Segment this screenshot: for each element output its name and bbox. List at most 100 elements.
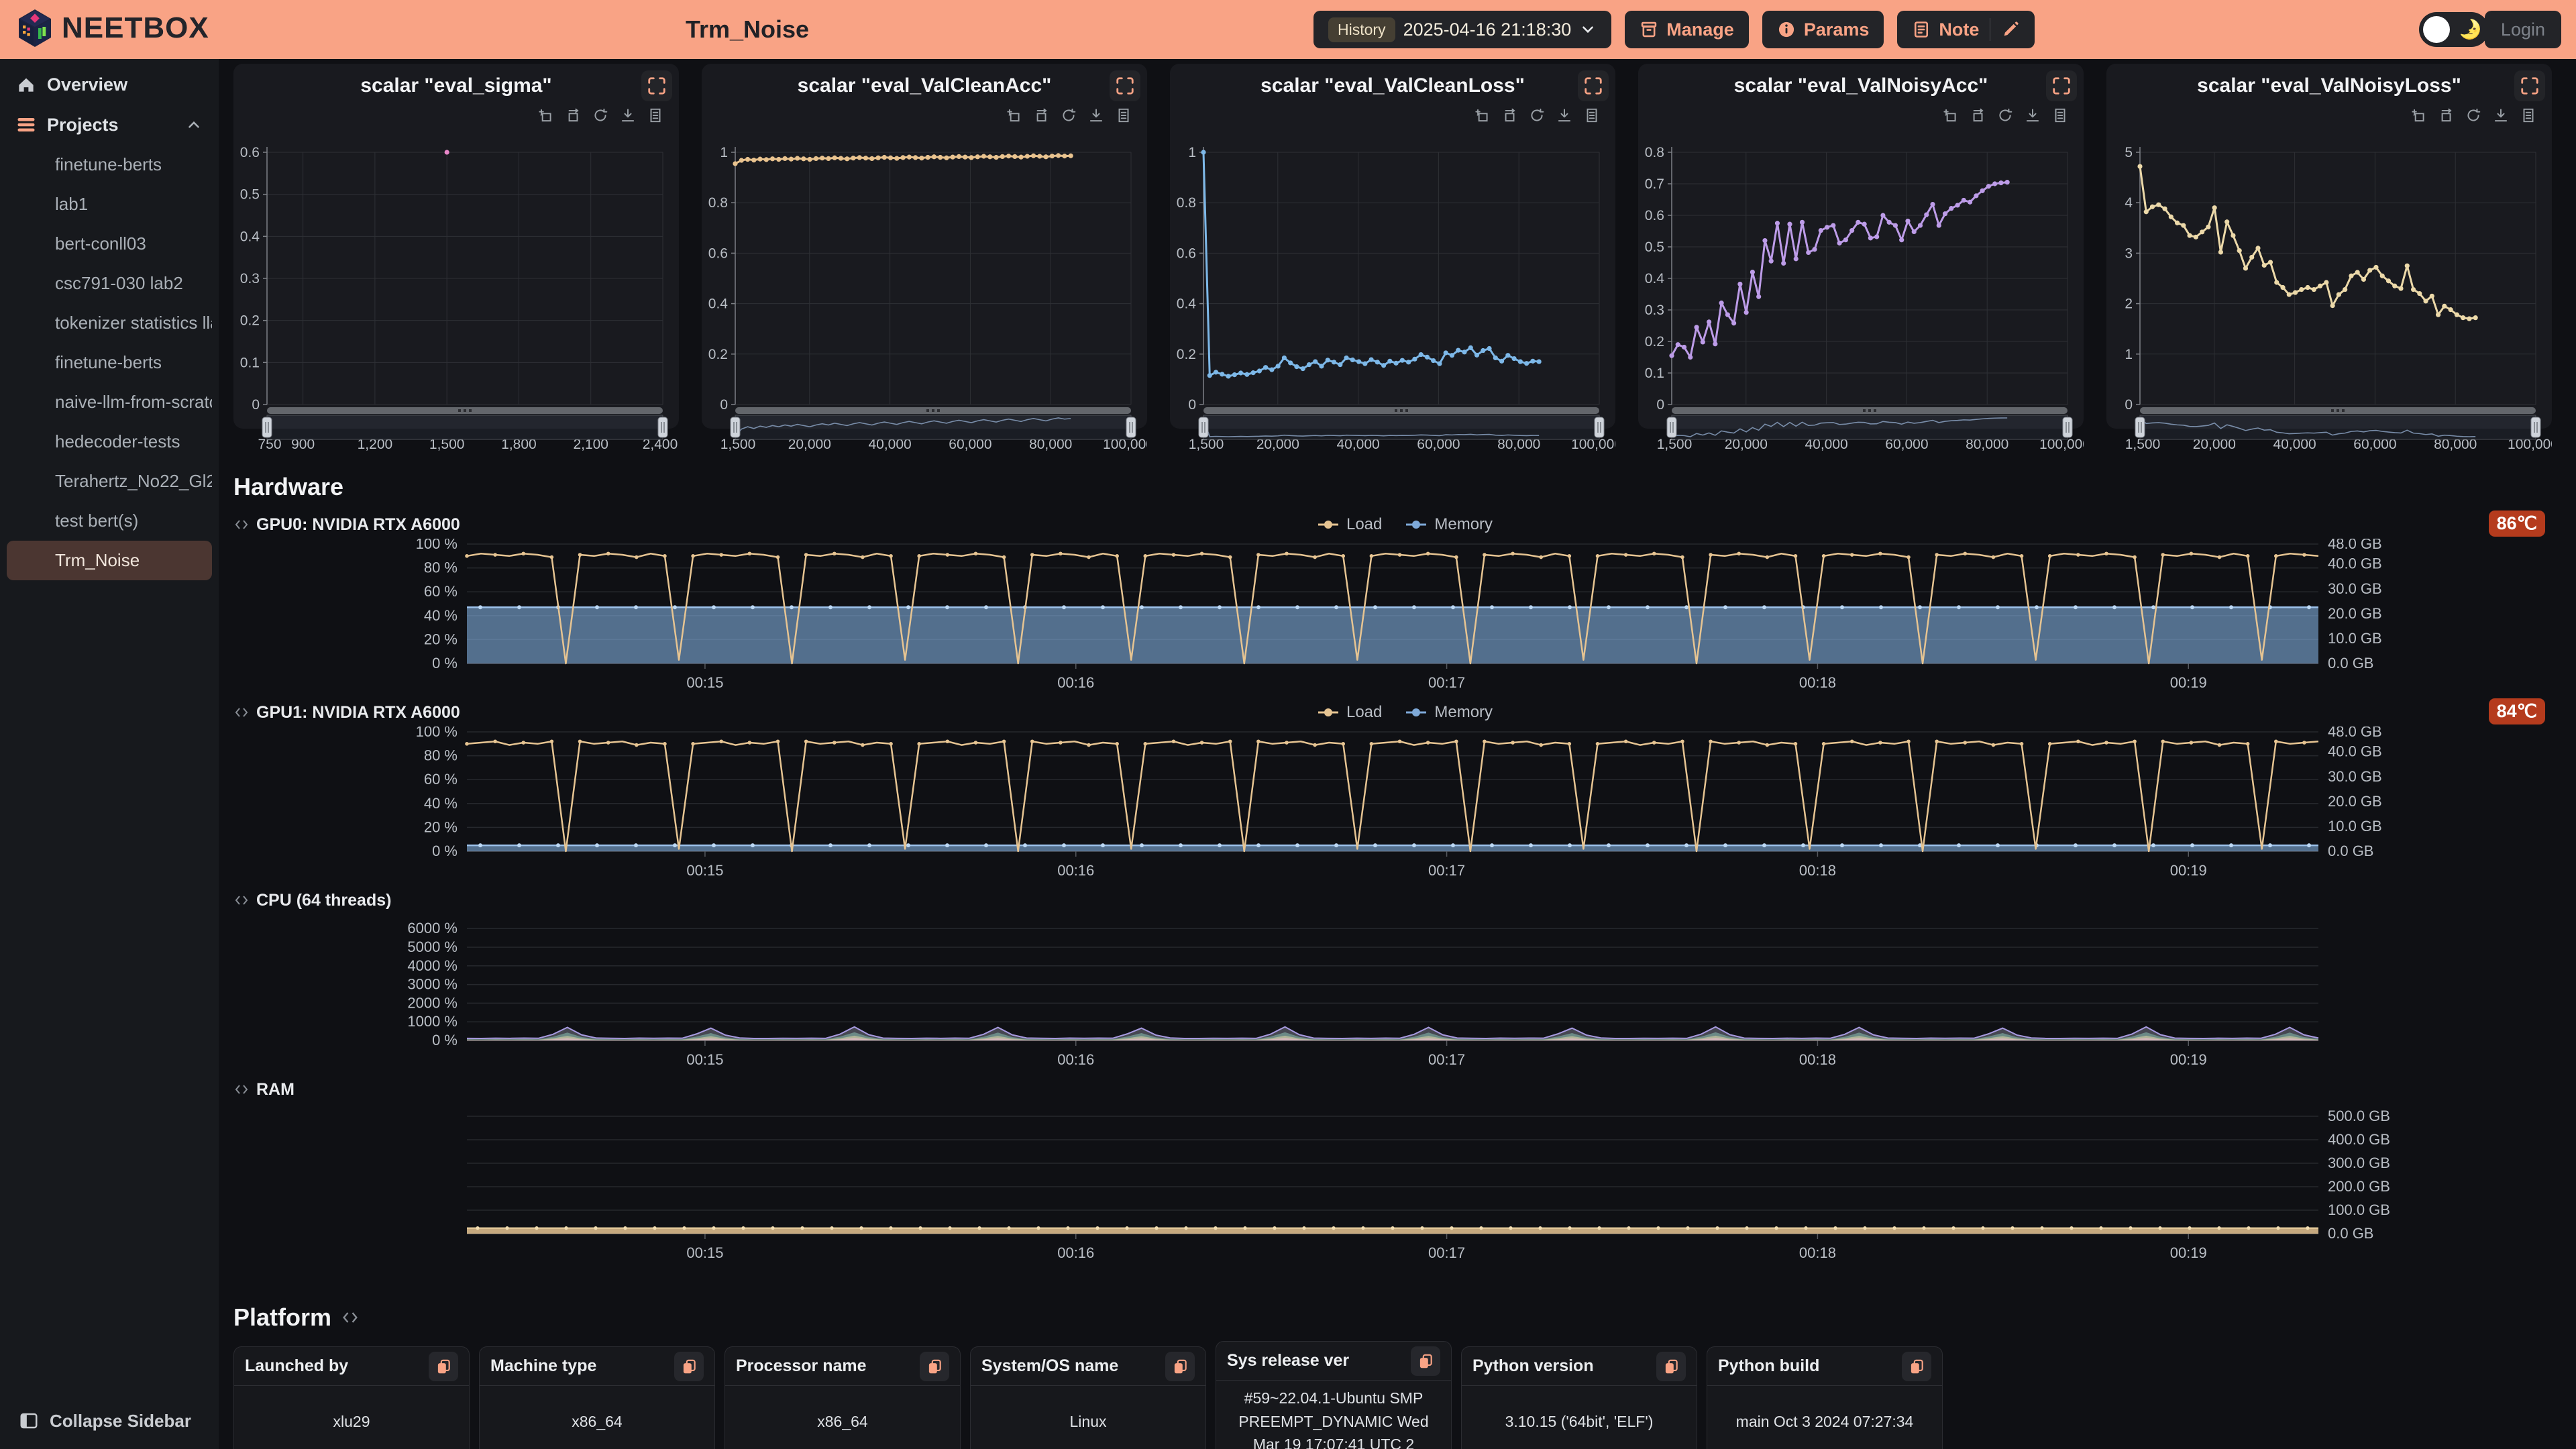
ram-chart[interactable]: 500.0 GB 400.0 GB 300.0 GB 200.0 GB 100.0 GB…	[233, 1104, 2561, 1259]
download-icon[interactable]	[2024, 107, 2041, 124]
refresh-icon[interactable]	[2465, 107, 2482, 124]
download-icon[interactable]	[1087, 107, 1105, 124]
svg-text:3: 3	[2125, 246, 2133, 261]
data-view-icon[interactable]	[1115, 107, 1132, 124]
fullscreen-button[interactable]	[641, 70, 672, 101]
svg-text:100 %: 100 %	[416, 727, 458, 740]
zoom-select-icon[interactable]	[1941, 107, 1959, 124]
data-view-icon[interactable]	[2051, 107, 2069, 124]
theme-toggle[interactable]: 🌛	[2419, 12, 2489, 47]
sidebar-item-project[interactable]: test bert(s)	[55, 511, 139, 531]
restore-icon[interactable]	[564, 107, 582, 124]
sidebar-item-project[interactable]: bert-conll03	[55, 233, 146, 254]
fullscreen-button[interactable]	[2514, 70, 2545, 101]
scalar-chart-plot-eval_ValCleanLoss[interactable]: 1,500 20,000 40,000 60,000 80,000 100,000 0 0.2…	[1170, 136, 1615, 462]
manage-button[interactable]: Manage	[1625, 11, 1749, 48]
platform-card-label: Python version	[1472, 1356, 1594, 1375]
zoom-select-icon[interactable]	[1005, 107, 1022, 124]
download-icon[interactable]	[1556, 107, 1573, 124]
zoom-select-icon[interactable]	[1473, 107, 1491, 124]
refresh-icon[interactable]	[592, 107, 609, 124]
datazoom-handle[interactable]	[2062, 417, 2073, 438]
sidebar-item-project[interactable]: csc791-030 lab2	[55, 273, 183, 293]
sidebar-item-project[interactable]: Trm_Noise	[7, 541, 212, 580]
copy-button[interactable]	[429, 1351, 458, 1381]
svg-text:0.6: 0.6	[240, 145, 260, 160]
zoom-select-icon[interactable]	[2410, 107, 2427, 124]
copy-button[interactable]	[1656, 1351, 1686, 1381]
datazoom-handle[interactable]	[657, 417, 668, 438]
svg-text:00:19: 00:19	[2170, 1244, 2207, 1259]
scalar-chart-card-eval_sigma: scalar "eval_sigma" 750 900 1,200 1,500 1,800…	[233, 64, 679, 452]
edit-pencil-icon[interactable]	[2001, 20, 2020, 39]
download-icon[interactable]	[2492, 107, 2510, 124]
svg-text:0.0 GB: 0.0 GB	[2328, 655, 2373, 672]
svg-text:0.2: 0.2	[1177, 347, 1196, 362]
sidebar-item-overview[interactable]: Overview	[0, 64, 219, 105]
sidebar-item-project[interactable]: finetune-berts	[55, 352, 162, 372]
sidebar-item-project[interactable]: Terahertz_No22_Gl261_gl...	[55, 471, 212, 491]
scalar-chart-plot-eval_ValNoisyLoss[interactable]: 1,500 20,000 40,000 60,000 80,000 100,000 0 1 2 3…	[2106, 136, 2552, 462]
note-button[interactable]: Note	[1897, 11, 2035, 48]
sidebar-item-project[interactable]: hedecoder-tests	[55, 431, 180, 451]
legend-item-memory[interactable]: Memory	[1405, 515, 1493, 534]
cpu-chart[interactable]: 6000 % 5000 % 4000 % 3000 %2000 % 1000 % 0 % 0…	[233, 914, 2561, 1066]
data-view-icon[interactable]	[647, 107, 664, 124]
legend-label: Memory	[1434, 515, 1493, 533]
svg-text:1000 %: 1000 %	[407, 1013, 458, 1030]
restore-icon[interactable]	[2437, 107, 2455, 124]
fullscreen-button[interactable]	[1110, 70, 1140, 101]
gpu0-chart[interactable]: 100 % 80 % 60 % 40 % 20 % 0 % 48.0 GB 40.0 GB 30…	[233, 539, 2561, 689]
copy-button[interactable]	[1165, 1351, 1195, 1381]
restore-icon[interactable]	[1969, 107, 1986, 124]
history-select[interactable]: History 2025-04-16 21:18:30	[1313, 11, 1612, 48]
sidebar-item-projects[interactable]: Projects	[0, 105, 219, 145]
datazoom-handle[interactable]	[1126, 417, 1136, 438]
svg-text:900: 900	[291, 437, 315, 452]
copy-button[interactable]	[674, 1351, 704, 1381]
restore-icon[interactable]	[1032, 107, 1050, 124]
platform-cards-row: Launched by xlu29 Machine type x86_64 Proces…	[233, 1341, 2576, 1449]
svg-text:0.6: 0.6	[1177, 246, 1196, 261]
download-icon[interactable]	[619, 107, 637, 124]
sidebar-item-project[interactable]: tokenizer statistics llama...	[55, 313, 212, 333]
svg-text:0.6: 0.6	[708, 246, 728, 261]
copy-button[interactable]	[1902, 1351, 1931, 1381]
refresh-icon[interactable]	[1528, 107, 1546, 124]
legend-item-load[interactable]: Load	[1317, 703, 1382, 722]
scalar-chart-plot-eval_ValNoisyAcc[interactable]: 1,500 20,000 40,000 60,000 80,000 100,000 0 0.1…	[1638, 136, 2084, 462]
datazoom-handle[interactable]	[2135, 417, 2145, 438]
datazoom-handle[interactable]	[2530, 417, 2541, 438]
brand[interactable]: NEETBOX	[17, 8, 209, 48]
copy-button[interactable]	[1411, 1346, 1440, 1376]
restore-icon[interactable]	[1501, 107, 1518, 124]
fullscreen-button[interactable]	[2046, 70, 2077, 101]
datazoom-handle[interactable]	[1594, 417, 1605, 438]
sidebar-item-project[interactable]: finetune-berts	[55, 154, 162, 174]
sidebar-item-project[interactable]: naive-llm-from-scratch	[55, 392, 212, 412]
datazoom-handle[interactable]	[262, 417, 272, 438]
datazoom-handle[interactable]	[1198, 417, 1209, 438]
data-view-icon[interactable]	[2520, 107, 2537, 124]
legend-item-load[interactable]: Load	[1317, 515, 1382, 534]
scalar-chart-plot-eval_sigma[interactable]: 750 900 1,200 1,500 1,800 2,100 2,400 0 0.1 0.2 0.…	[233, 136, 679, 462]
fullscreen-button[interactable]	[1578, 70, 1609, 101]
svg-text:100,000: 100,000	[1571, 437, 1615, 452]
datazoom-handle[interactable]	[1666, 417, 1677, 438]
copy-button[interactable]	[920, 1351, 949, 1381]
info-icon	[1778, 21, 1794, 38]
zoom-select-icon[interactable]	[537, 107, 554, 124]
refresh-icon[interactable]	[1060, 107, 1077, 124]
data-view-icon[interactable]	[1583, 107, 1601, 124]
chevron-up-icon	[189, 121, 199, 128]
svg-text:20 %: 20 %	[424, 818, 458, 835]
datazoom-handle[interactable]	[730, 417, 741, 438]
params-button[interactable]: Params	[1762, 11, 1884, 48]
scalar-chart-plot-eval_ValCleanAcc[interactable]: 1,500 20,000 40,000 60,000 80,000 100,000 0 0.2…	[702, 136, 1147, 462]
collapse-sidebar-button[interactable]: Collapse Sidebar	[0, 1402, 219, 1440]
legend-item-memory[interactable]: Memory	[1405, 703, 1493, 722]
refresh-icon[interactable]	[1996, 107, 2014, 124]
login-button[interactable]: Login	[2484, 11, 2561, 48]
sidebar-item-project[interactable]: lab1	[55, 194, 89, 214]
gpu1-chart[interactable]: 100 % 80 % 60 % 40 % 20 % 0 % 48.0 GB 40.0 GB 30…	[233, 727, 2561, 877]
